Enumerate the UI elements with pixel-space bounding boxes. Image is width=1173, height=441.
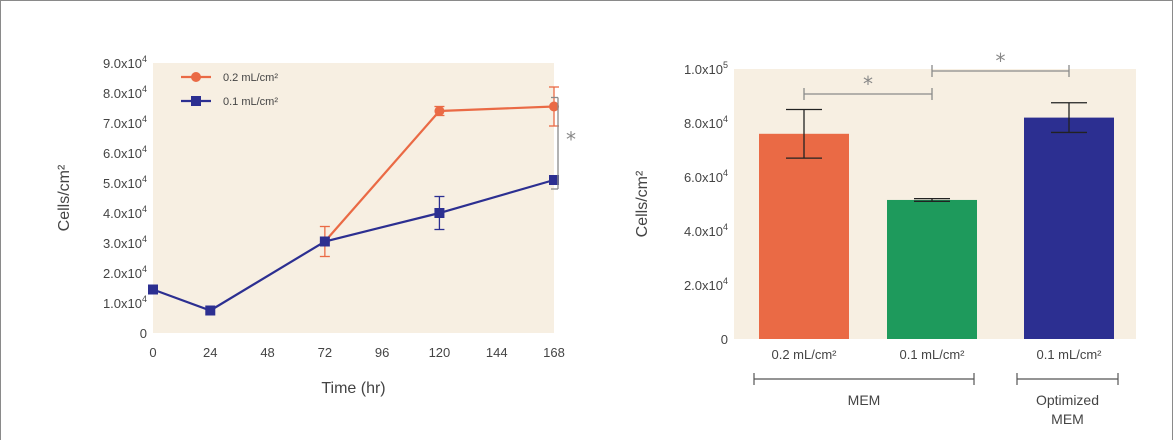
y-tick-label: 4.0x104 [103,204,147,221]
growth-line-chart: 0 1.0x104 2.0x104 3.0x104 4.0x104 5.0x104 6.0x… [56,54,576,397]
bar [759,133,849,339]
y-tick-label: 4.0x104 [684,222,728,239]
legend-marker [191,72,201,82]
y-tick-label: 6.0x104 [103,144,147,161]
y-tick-label: 0 [721,332,728,347]
significance-marker: * [863,72,873,96]
data-point [434,208,445,218]
data-point [205,305,216,316]
x-tick-label: 120 [429,345,451,360]
x-tick-label: 168 [543,345,565,360]
bar [1024,117,1114,339]
significance-marker: * [996,49,1006,73]
y-tick-label: 8.0x104 [103,84,147,101]
legend-label: 0.2 mL/cm² [223,72,278,84]
data-point [549,175,559,185]
category-label: 0.1 mL/cm² [1036,347,1102,362]
y-tick-label: 9.0x104 [103,54,147,71]
bar [887,199,977,339]
x-tick-label: 144 [486,345,508,360]
legend-marker [191,96,201,106]
x-axis-label: Time (hr) [321,380,385,397]
category-label: 0.1 mL/cm² [899,347,965,362]
y-axis-label: Cells/cm² [56,164,73,231]
y-tick-label: 0 [140,326,147,341]
legend-label: 0.1 mL/cm² [223,96,278,108]
data-point [549,101,559,112]
x-tick-label: 48 [260,345,274,360]
y-tick-label: 5.0x104 [103,174,147,191]
y-tick-label: 3.0x104 [103,234,147,251]
x-tick-label: 24 [203,345,217,360]
x-tick-label: 0 [149,345,156,360]
y-tick-label: 8.0x104 [684,114,728,131]
group-label: Optimized MEM [1036,392,1099,427]
y-axis-label: Cells/cm² [634,170,651,237]
y-tick-label: 7.0x104 [103,114,147,131]
y-tick-label: 2.0x104 [103,264,147,281]
y-tick-label: 1.0x104 [103,294,147,311]
y-tick-label: 2.0x104 [684,276,728,293]
significance-marker: * [566,127,576,151]
data-point [434,106,445,116]
y-tick-label: 6.0x104 [684,168,728,185]
x-tick-label: 96 [375,345,389,360]
cell-density-bar-chart: 0 2.0x104 4.0x104 6.0x104 8.0x104 1.0x105 Cell… [634,49,1136,427]
group-label: MEM [848,392,881,408]
data-point [148,284,158,295]
data-point [319,236,330,247]
category-label: 0.2 mL/cm² [771,347,837,362]
plot-area [153,63,554,333]
x-tick-label: 72 [318,345,332,360]
y-tick-label: 1.0x105 [684,60,728,77]
